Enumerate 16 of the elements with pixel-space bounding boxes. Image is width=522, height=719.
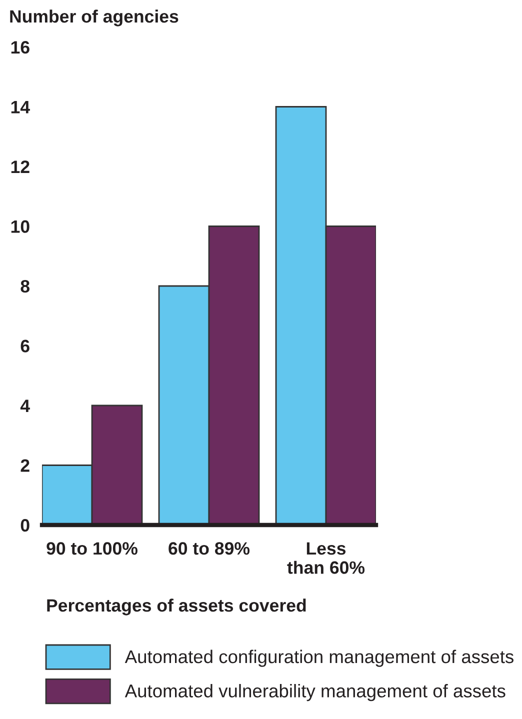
- y-tick-label: 4: [20, 400, 30, 412]
- x-tick-label: 90 to 100%: [46, 542, 138, 555]
- legend-label: Automated configuration management of assets: [124, 650, 514, 667]
- y-tick-label: 14: [11, 100, 30, 114]
- y-tick-label: 12: [11, 160, 30, 173]
- y-tick-label: 16: [11, 41, 30, 54]
- y-tick-label: 2: [20, 459, 30, 472]
- x-tick-label: 60 to 89%: [168, 542, 250, 555]
- y-tick-label: 6: [20, 340, 30, 352]
- y-tick-label: 10: [11, 220, 30, 233]
- legend-label: Automated vulnerability management of assets: [124, 684, 506, 702]
- y-tick-label: 8: [20, 280, 30, 293]
- y-tick-label: 0: [20, 519, 30, 532]
- x-tick-label: Less than 60%: [287, 542, 365, 574]
- x-axis-title: Percentages of assets covered: [47, 598, 306, 616]
- y-axis-title: Number of agencies: [10, 10, 178, 26]
